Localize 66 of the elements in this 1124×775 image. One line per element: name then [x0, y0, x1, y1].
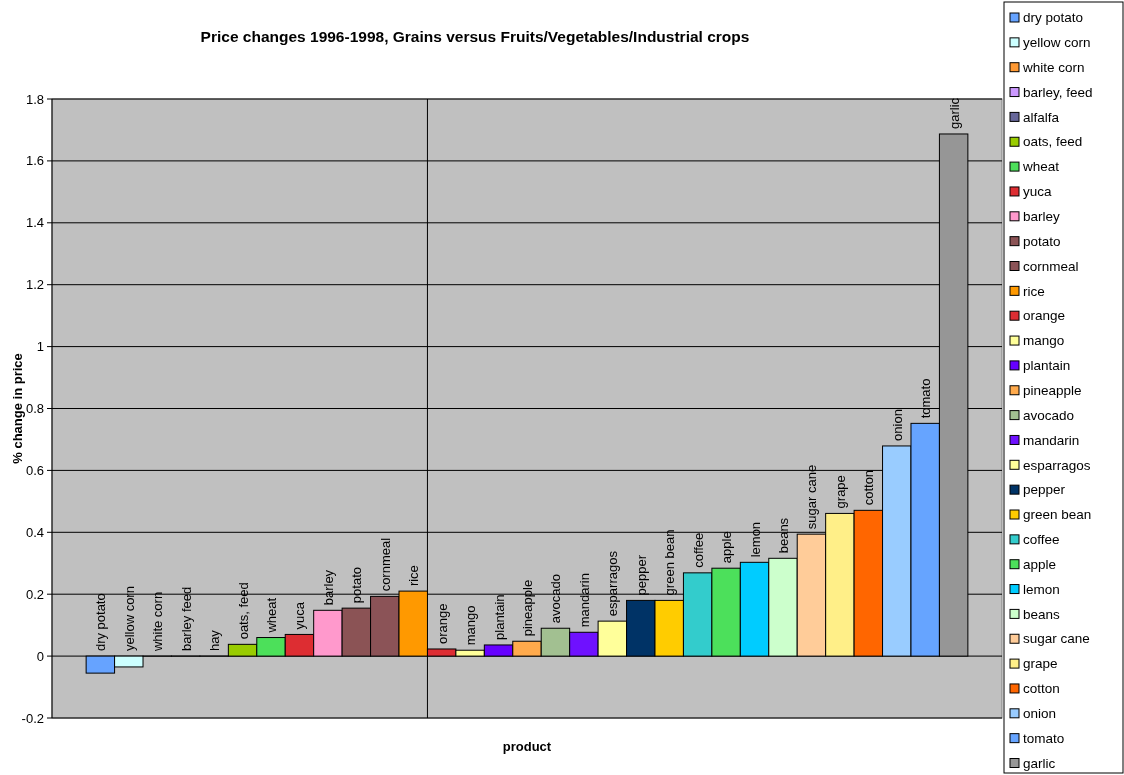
x-tick-label: white corn: [150, 591, 166, 653]
x-tick-label: esparragos: [605, 550, 621, 617]
legend-label: barley: [1023, 209, 1061, 225]
x-tick-label: pineapple: [520, 579, 535, 637]
x-tick-label: yellow corn: [121, 586, 137, 652]
y-tick-label: 1.4: [25, 215, 44, 231]
x-tick-label: yuca: [292, 601, 308, 630]
x-tick-label: cotton: [861, 469, 877, 506]
legend-label: plantain: [1023, 358, 1071, 374]
y-tick-label: 0.4: [25, 524, 44, 540]
y-tick-label: 0: [36, 648, 44, 664]
x-tick-label: apple: [719, 531, 735, 564]
y-tick-label: 1.6: [25, 153, 44, 169]
legend-label: mandarin: [1023, 432, 1080, 448]
y-tick-label: 0.8: [25, 401, 44, 417]
legend-label: mango: [1023, 333, 1065, 349]
x-tick-label: hay: [207, 629, 223, 652]
chart-title: Price changes 1996-1998, Grains versus Fruits/Vegetables/Industrial crops: [200, 28, 750, 45]
x-tick-label: grape: [832, 475, 848, 509]
x-tick-label: wheat: [264, 597, 280, 634]
y-tick-label: 0.2: [25, 586, 44, 602]
legend-label: orange: [1023, 308, 1066, 324]
x-tick-label: potato: [349, 566, 365, 604]
x-tick-label: avocado: [548, 574, 564, 624]
x-tick-label: lemon: [747, 521, 763, 558]
x-tick-label: plantain: [491, 594, 507, 640]
legend-label: rice: [1023, 283, 1045, 299]
x-tick-label: dry potato: [93, 593, 109, 652]
legend-label: oats, feed: [1023, 134, 1083, 150]
x-tick-label: rice: [406, 565, 422, 587]
legend-label: yuca: [1023, 184, 1053, 200]
y-tick-label: 1: [36, 339, 44, 355]
x-tick-label: coffee: [690, 532, 706, 568]
legend-label: white corn: [1022, 59, 1085, 75]
x-tick-label: green bean: [662, 529, 678, 596]
x-tick-label: sugar cane: [804, 464, 820, 530]
legend-label: garlic: [1023, 755, 1056, 771]
y-tick-label: -0.2: [21, 710, 44, 726]
legend-label: barley, feed: [1023, 84, 1093, 100]
legend-label: dry potato: [1023, 10, 1084, 26]
legend-label: yellow corn: [1023, 35, 1091, 51]
legend-label: grape: [1023, 656, 1058, 672]
legend-label: esparragos: [1023, 457, 1091, 473]
legend-label: potato: [1023, 233, 1061, 249]
x-axis-title: product: [502, 739, 552, 754]
y-axis-title: % change in price: [10, 353, 25, 464]
x-tick-label: oats, feed: [235, 582, 251, 640]
y-tick-label: 1.8: [25, 91, 44, 107]
legend-label: alfalfa: [1023, 109, 1060, 125]
x-tick-label: barley: [320, 569, 336, 606]
legend-label: cornmeal: [1023, 258, 1079, 274]
legend-label: wheat: [1022, 159, 1060, 175]
x-tick-label: orange: [434, 603, 450, 644]
legend-label: onion: [1023, 706, 1057, 722]
x-tick-label: mango: [463, 605, 479, 646]
legend-label: cotton: [1023, 681, 1060, 697]
y-tick-label: 0.6: [25, 462, 44, 478]
y-tick-label: 1.2: [25, 277, 44, 293]
legend-label: tomato: [1023, 730, 1065, 746]
x-tick-label: beans: [775, 517, 791, 554]
x-tick-label: pepper: [633, 554, 649, 596]
x-tick-label: mandarin: [576, 573, 592, 628]
legend-label: green bean: [1023, 507, 1092, 523]
legend-label: pineapple: [1023, 382, 1082, 398]
x-tick-label: barley feed: [178, 586, 194, 652]
x-tick-label: cornmeal: [377, 537, 393, 592]
